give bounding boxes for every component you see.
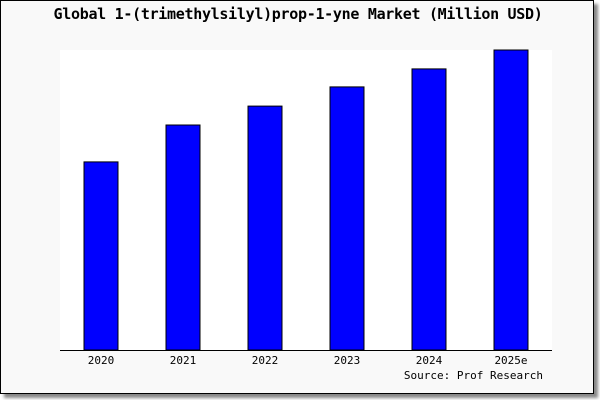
bar-2025e: [493, 49, 529, 351]
bar-2021: [165, 124, 201, 351]
bar-2022: [247, 105, 283, 351]
x-tick-label-2023: 2023: [334, 354, 361, 367]
x-tick-label-2020: 2020: [88, 354, 115, 367]
x-tick-label-2024: 2024: [416, 354, 443, 367]
source-note: Source: Prof Research: [403, 369, 543, 382]
bar-2023: [329, 86, 365, 351]
plot-area: [60, 50, 552, 350]
bar-2020: [83, 161, 119, 351]
x-tick-label-2025e: 2025e: [494, 354, 527, 367]
x-tick-label-2022: 2022: [252, 354, 279, 367]
x-tick-label-2021: 2021: [170, 354, 197, 367]
chart-title: Global 1-(trimethylsilyl)prop-1-yne Mark…: [53, 5, 543, 23]
bar-2024: [411, 68, 447, 351]
